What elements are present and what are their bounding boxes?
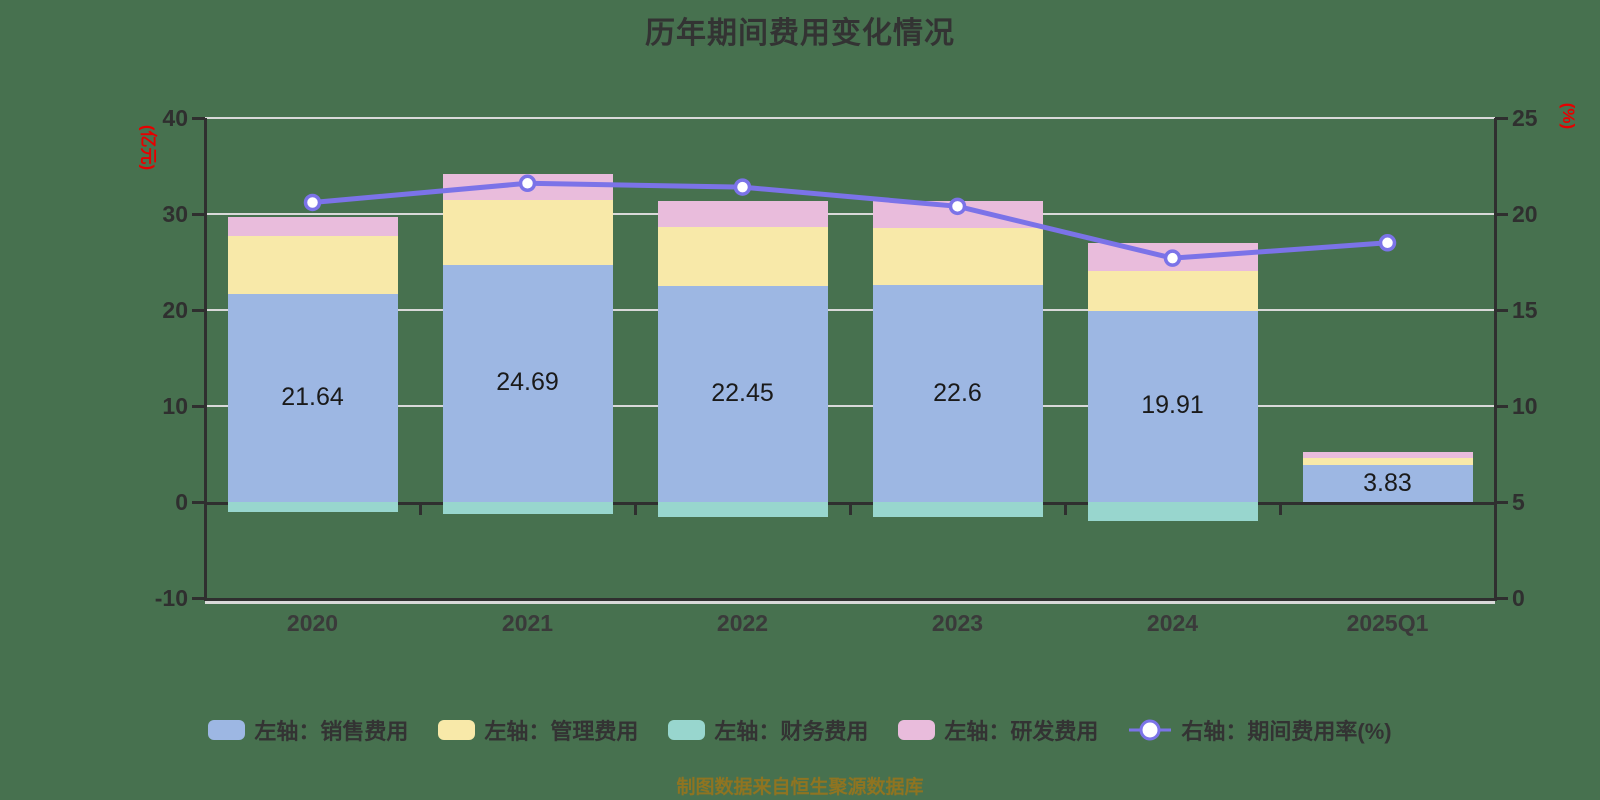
legend-item[interactable]: 左轴：财务费用 (668, 714, 868, 746)
left-axis-tick-label: 0 (175, 489, 188, 515)
bar-segment-finance (442, 502, 613, 514)
x-axis-tick (1064, 502, 1067, 515)
legend-swatch-icon (668, 720, 706, 740)
right-axis-tick-label: 5 (1512, 489, 1525, 515)
left-axis-tick (192, 117, 205, 120)
legend-swatch-icon (898, 720, 936, 740)
right-axis-tick (1495, 597, 1508, 600)
left-axis-tick (192, 405, 205, 408)
right-axis-tick (1495, 309, 1508, 312)
left-axis-tick (192, 309, 205, 312)
bar-segment-admin (227, 235, 398, 295)
rate-line-point (303, 193, 322, 212)
right-axis-unit-label: (%) (1559, 102, 1578, 130)
legend-item[interactable]: 左轴：研发费用 (898, 714, 1098, 746)
left-axis-tick-label: 20 (162, 297, 188, 323)
legend-swatch-icon (438, 720, 476, 740)
bottom-grid-line (205, 601, 1495, 604)
bar-segment-admin (1302, 457, 1473, 466)
legend-swatch-icon (208, 720, 246, 740)
grid-line (205, 213, 1495, 215)
rate-line-point (733, 178, 752, 196)
legend-label: 右轴：期间费用率(%) (1181, 719, 1392, 744)
x-axis-category-label: 2024 (1146, 610, 1199, 636)
legend-item[interactable]: 左轴：销售费用 (208, 714, 408, 746)
legend-label: 左轴：销售费用 (254, 719, 409, 744)
left-axis-tick (192, 501, 205, 504)
left-axis-tick-label: -10 (154, 585, 188, 611)
left-axis-tick-label: 30 (162, 201, 188, 227)
bar-segment-finance (1087, 502, 1258, 522)
footer-source-note: 制图数据来自恒生聚源数据库 (676, 777, 924, 798)
bar-segment-sales (657, 286, 828, 502)
bar-segment-sales (1087, 310, 1258, 502)
right-axis-tick (1495, 213, 1508, 216)
right-axis-tick-label: 20 (1512, 201, 1538, 227)
bar-segment-rnd (442, 173, 613, 200)
bar-value-label: 22.6 (933, 378, 982, 407)
bar-segment-admin (657, 226, 828, 287)
right-axis-tick-label: 15 (1512, 297, 1538, 323)
legend-label: 左轴：财务费用 (714, 719, 869, 744)
x-axis-category-label: 2025Q1 (1346, 610, 1429, 636)
bar-value-label: 3.83 (1363, 468, 1412, 497)
legend-item[interactable]: 右轴：期间费用率(%) (1128, 714, 1392, 746)
bar-segment-finance (227, 502, 398, 512)
x-axis-category-label: 2022 (716, 610, 769, 636)
bar-value-label: 19.91 (1141, 391, 1204, 420)
legend-label: 左轴：研发费用 (944, 719, 1099, 744)
x-axis-category-label: 2021 (501, 610, 554, 636)
x-axis-tick (419, 502, 422, 515)
bar-segment-rnd (1087, 242, 1258, 271)
bar-segment-rnd (872, 200, 1043, 229)
left-axis-unit-label: (亿元) (138, 124, 158, 171)
bar-segment-sales (1302, 465, 1473, 502)
bottom-axis-line (205, 598, 1495, 601)
legend-label: 左轴：管理费用 (484, 719, 639, 744)
x-axis-tick (1279, 502, 1282, 515)
rate-line-point (1378, 234, 1397, 252)
legend-line-marker-icon (1129, 719, 1172, 741)
right-axis-tick (1495, 501, 1508, 504)
left-axis-tick (192, 213, 205, 216)
x-axis-category-label: 2023 (931, 610, 984, 636)
grid-line (205, 405, 1495, 407)
right-axis-tick (1495, 117, 1508, 120)
bar-segment-sales (227, 294, 398, 502)
bar-segment-sales (872, 285, 1043, 502)
bar-segment-sales (442, 264, 613, 502)
bar-segment-rnd (657, 201, 828, 227)
left-axis-line (204, 118, 207, 601)
legend-item[interactable]: 左轴：管理费用 (438, 714, 638, 746)
bar-segment-admin (872, 228, 1043, 286)
chart-title: 历年期间费用变化情况 (645, 17, 955, 50)
grid-line (205, 117, 1495, 119)
right-axis-line (1494, 118, 1497, 601)
bar-segment-rnd (227, 217, 398, 236)
left-axis-tick (192, 597, 205, 600)
chart-legend: 左轴：销售费用 左轴：管理费用 左轴：财务费用 左轴：研发费用 右轴：期间费用率(%) (0, 714, 1600, 746)
right-axis-tick-label: 0 (1512, 585, 1525, 611)
bar-segment-finance (657, 502, 828, 518)
left-axis-tick-label: 40 (162, 105, 188, 131)
bar-value-label: 24.69 (496, 368, 559, 397)
bar-segment-admin (442, 199, 613, 265)
grid-line (205, 309, 1495, 311)
x-axis-category-label: 2020 (286, 610, 339, 636)
right-axis-tick-label: 25 (1512, 105, 1538, 131)
x-axis-tick (634, 502, 637, 515)
bar-segment-rnd (1302, 451, 1473, 458)
bar-value-label: 22.45 (711, 379, 774, 408)
left-axis-tick-label: 10 (162, 393, 188, 419)
bar-segment-admin (1087, 270, 1258, 311)
bar-value-label: 21.64 (281, 383, 344, 412)
x-axis-tick (849, 502, 852, 515)
right-axis-tick (1495, 405, 1508, 408)
right-axis-tick-label: 10 (1512, 393, 1538, 419)
bar-segment-finance (872, 502, 1043, 518)
